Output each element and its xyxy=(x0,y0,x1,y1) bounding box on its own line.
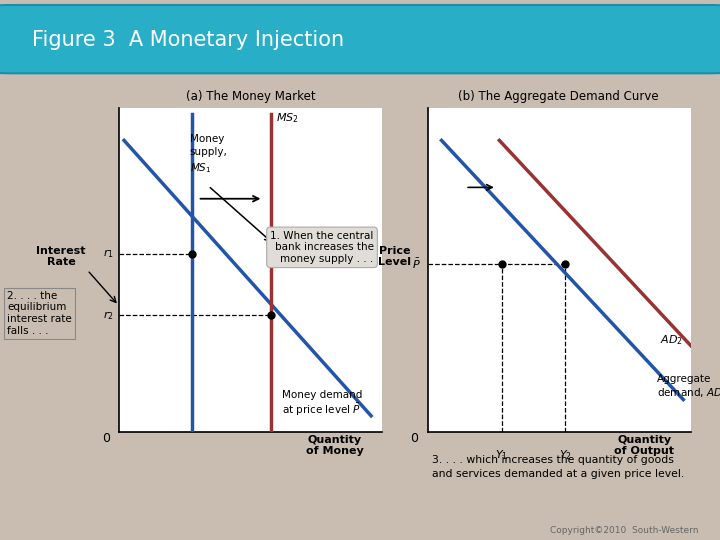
Text: Money
supply,
$MS_1$: Money supply, $MS_1$ xyxy=(190,134,228,175)
Text: $\bar{P}$: $\bar{P}$ xyxy=(412,256,420,271)
Text: $r_1$: $r_1$ xyxy=(103,247,114,260)
Text: 0: 0 xyxy=(410,432,418,445)
Text: Interest
Rate: Interest Rate xyxy=(37,246,86,267)
Text: $Y_2$: $Y_2$ xyxy=(559,448,572,462)
Text: Copyright©2010  South-Western: Copyright©2010 South-Western xyxy=(550,525,698,535)
Text: (b) The Aggregate Demand Curve: (b) The Aggregate Demand Curve xyxy=(458,90,658,103)
Text: Figure 3  A Monetary Injection: Figure 3 A Monetary Injection xyxy=(32,30,344,50)
Text: 3. . . . which increases the quantity of goods
and services demanded at a given : 3. . . . which increases the quantity of… xyxy=(432,455,684,479)
Text: Quantity
of Output: Quantity of Output xyxy=(614,435,675,456)
Text: $Y_1$: $Y_1$ xyxy=(495,448,508,462)
Text: $MS_2$: $MS_2$ xyxy=(276,111,300,125)
Text: Aggregate
demand, $AD_1$: Aggregate demand, $AD_1$ xyxy=(657,374,720,400)
Text: $AD_2$: $AD_2$ xyxy=(660,333,683,347)
Text: $r_2$: $r_2$ xyxy=(103,309,114,322)
Text: Quantity
of Money: Quantity of Money xyxy=(306,435,364,456)
Text: 1. When the central
bank increases the
money supply . . .: 1. When the central bank increases the m… xyxy=(270,231,374,264)
Text: 0: 0 xyxy=(102,432,111,445)
Text: Money demand
at price level $\bar{P}$: Money demand at price level $\bar{P}$ xyxy=(282,390,362,418)
FancyBboxPatch shape xyxy=(0,5,720,73)
Text: (a) The Money Market: (a) The Money Market xyxy=(186,90,315,103)
Text: 2. . . . the
equilibrium
interest rate
falls . . .: 2. . . . the equilibrium interest rate f… xyxy=(7,291,72,335)
Text: Price
Level: Price Level xyxy=(378,246,411,267)
